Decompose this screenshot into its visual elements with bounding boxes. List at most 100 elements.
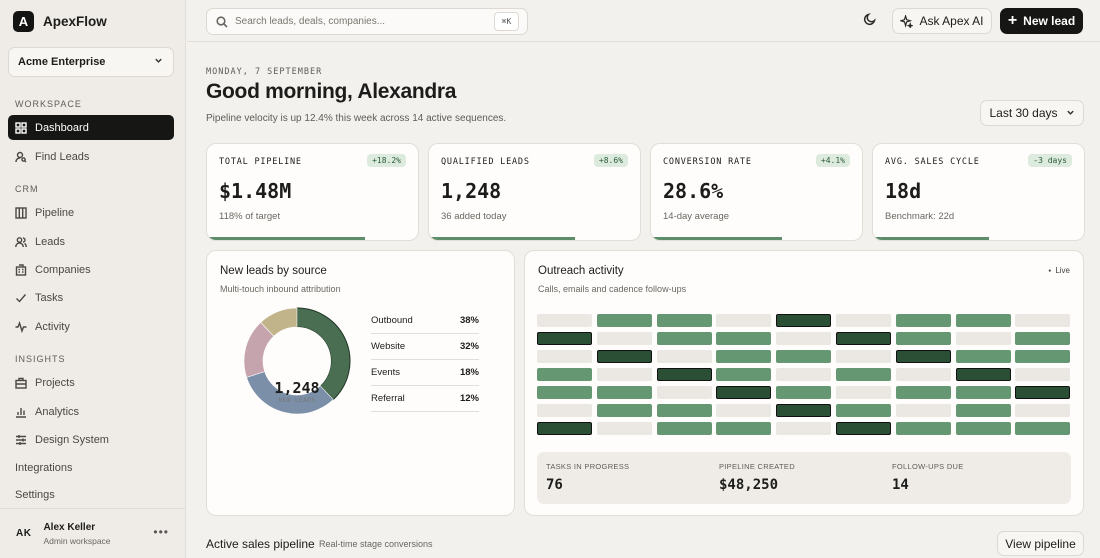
heatmap-cell[interactable]: [716, 422, 772, 435]
sidebar-item-projects[interactable]: Projects: [8, 370, 174, 395]
heatmap-cell[interactable]: [1015, 350, 1071, 363]
heatmap-cell[interactable]: [776, 368, 832, 381]
search-input[interactable]: Search leads, deals, companies... ⌘K: [206, 8, 528, 35]
heatmap-cell[interactable]: [776, 332, 832, 345]
heatmap-cell[interactable]: [537, 350, 592, 363]
heatmap-cell[interactable]: [596, 386, 652, 399]
heatmap-cell[interactable]: [656, 422, 712, 435]
heatmap-cell[interactable]: [1015, 404, 1071, 417]
org-switcher[interactable]: Acme Enterprise: [8, 47, 174, 77]
sidebar-item-leads[interactable]: Leads: [8, 229, 174, 254]
kpi-card-conversion-rate[interactable]: CONVERSION RATE +4.1% 28.6% 14-day avera…: [650, 143, 863, 241]
users-icon: [15, 236, 27, 248]
more-options-icon[interactable]: •••: [153, 525, 169, 539]
heatmap-cell[interactable]: [955, 314, 1011, 327]
heatmap-cell[interactable]: [716, 350, 772, 363]
new-lead-button[interactable]: + New lead: [1000, 8, 1083, 34]
sidebar-item-design-system[interactable]: Design System: [8, 427, 174, 452]
heatmap-cell[interactable]: [537, 422, 592, 435]
date-range-select[interactable]: Last 30 days: [980, 100, 1084, 126]
kpi-card-avg-sales-cycle[interactable]: AVG. SALES CYCLE -3 days 18d Benchmark: …: [872, 143, 1085, 241]
heatmap-cell[interactable]: [596, 350, 652, 363]
heatmap-cell[interactable]: [537, 368, 592, 381]
ask-ai-label: Ask Apex AI: [919, 14, 984, 28]
section-label-crm: CRM: [15, 184, 39, 194]
heatmap-cell[interactable]: [656, 350, 712, 363]
heatmap-cell[interactable]: [776, 350, 832, 363]
heatmap-cell[interactable]: [537, 314, 592, 327]
heatmap-cell[interactable]: [596, 314, 652, 327]
heatmap-cell[interactable]: [656, 386, 712, 399]
sidebar-item-activity[interactable]: Activity: [8, 314, 174, 339]
sidebar-item-label: Design System: [35, 433, 109, 446]
heatmap-cell[interactable]: [716, 404, 772, 417]
heatmap-cell[interactable]: [955, 350, 1011, 363]
heatmap-cell[interactable]: [955, 368, 1011, 381]
sidebar-item-dashboard[interactable]: Dashboard: [8, 115, 174, 140]
kpi-card-qualified-leads[interactable]: QUALIFIED LEADS +8.6% 1,248 36 added tod…: [428, 143, 641, 241]
heatmap-cell[interactable]: [836, 332, 891, 345]
heatmap-cell[interactable]: [1015, 368, 1071, 381]
sidebar-item-tasks[interactable]: Tasks: [8, 285, 174, 310]
heatmap-cell[interactable]: [955, 386, 1011, 399]
heatmap-cell[interactable]: [955, 404, 1011, 417]
outreach-activity-card: Outreach activity Calls, emails and cade…: [524, 250, 1084, 516]
heatmap-cell[interactable]: [895, 422, 951, 435]
heatmap-cell[interactable]: [895, 404, 951, 417]
kpi-card-total-pipeline[interactable]: TOTAL PIPELINE +18.2% $1.48M 118% of tar…: [206, 143, 419, 241]
heatmap-cell[interactable]: [895, 314, 951, 327]
heatmap-cell[interactable]: [716, 332, 772, 345]
heatmap-cell[interactable]: [716, 314, 772, 327]
sidebar-item-find-leads[interactable]: Find Leads: [8, 144, 174, 169]
sidebar-item-label: Integrations: [15, 461, 73, 474]
check-icon: [15, 292, 27, 304]
heatmap-cell[interactable]: [895, 368, 951, 381]
kpi-label: QUALIFIED LEADS: [441, 157, 530, 167]
heatmap-cell[interactable]: [596, 368, 652, 381]
heatmap-cell[interactable]: [656, 332, 712, 345]
heatmap-cell[interactable]: [716, 368, 772, 381]
sidebar-item-integrations[interactable]: Integrations: [8, 455, 174, 480]
heatmap-cell[interactable]: [537, 332, 592, 345]
heatmap-cell[interactable]: [537, 386, 592, 399]
heatmap-cell[interactable]: [895, 386, 951, 399]
heatmap-cell[interactable]: [836, 350, 891, 363]
heatmap-cell[interactable]: [537, 404, 592, 417]
sidebar-item-companies[interactable]: Companies: [8, 257, 174, 282]
heatmap-cell[interactable]: [776, 386, 832, 399]
building-icon: [15, 263, 27, 276]
heatmap-cell[interactable]: [895, 350, 951, 363]
heatmap-cell[interactable]: [716, 386, 772, 399]
heatmap-cell[interactable]: [895, 332, 951, 345]
kpi-note: 36 added today: [441, 211, 507, 222]
brand[interactable]: A ApexFlow: [13, 11, 107, 32]
user-profile[interactable]: AK Alex Keller Admin workspace •••: [0, 508, 185, 558]
heatmap-cell[interactable]: [836, 368, 891, 381]
heatmap-cell[interactable]: [955, 332, 1011, 345]
heatmap-cell[interactable]: [836, 314, 891, 327]
theme-toggle-button[interactable]: [863, 12, 879, 28]
sidebar-item-settings[interactable]: Settings: [8, 482, 174, 507]
heatmap-cell[interactable]: [776, 314, 832, 327]
heatmap-cell[interactable]: [1015, 314, 1071, 327]
heatmap-cell[interactable]: [656, 314, 712, 327]
heatmap-cell[interactable]: [836, 422, 891, 435]
sidebar-item-analytics[interactable]: Analytics: [8, 399, 174, 424]
sidebar-item-pipeline[interactable]: Pipeline: [8, 200, 174, 225]
ask-ai-button[interactable]: Ask Apex AI: [892, 8, 992, 34]
card-subtitle: Multi-touch inbound attribution: [220, 284, 341, 294]
view-pipeline-button[interactable]: View pipeline: [997, 531, 1084, 556]
heatmap-cell[interactable]: [596, 404, 652, 417]
heatmap-cell[interactable]: [836, 404, 891, 417]
heatmap-cell[interactable]: [836, 386, 891, 399]
heatmap-cell[interactable]: [656, 404, 712, 417]
heatmap-cell[interactable]: [1015, 332, 1071, 345]
heatmap-cell[interactable]: [776, 422, 832, 435]
heatmap-cell[interactable]: [776, 404, 832, 417]
heatmap-cell[interactable]: [1015, 422, 1071, 435]
heatmap-cell[interactable]: [596, 422, 652, 435]
heatmap-cell[interactable]: [955, 422, 1011, 435]
heatmap-cell[interactable]: [656, 368, 712, 381]
heatmap-cell[interactable]: [596, 332, 652, 345]
heatmap-cell[interactable]: [1015, 386, 1071, 399]
